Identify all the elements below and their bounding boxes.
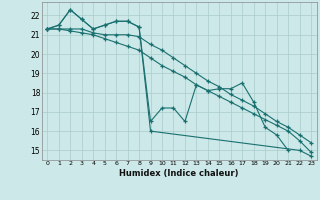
X-axis label: Humidex (Indice chaleur): Humidex (Indice chaleur) bbox=[119, 169, 239, 178]
